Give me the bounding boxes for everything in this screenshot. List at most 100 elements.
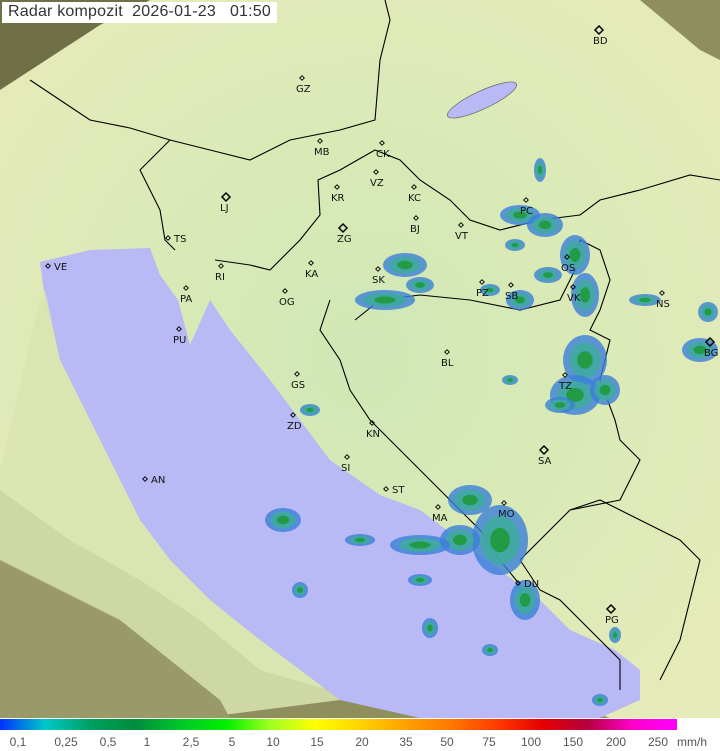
city-pz: PZ [476,279,489,299]
city-pc: PC [520,197,533,217]
city-marker-icon [593,24,605,36]
precipitation-echo [537,165,543,175]
legend-label: 0,5 [99,735,117,749]
city-og: OG [279,288,295,308]
city-label: NS [656,299,670,310]
city-marker-icon [369,420,375,426]
city-bl: BL [441,349,454,369]
city-marker-icon [379,140,385,146]
city-label: VZ [370,178,384,189]
city-label: RI [215,272,225,283]
legend-label: 75 [482,735,496,749]
city-marker-icon [458,222,464,228]
city-marker-icon [411,184,417,190]
city-label: GZ [296,84,311,95]
city-marker-icon [344,454,350,460]
city-st: ST [383,485,405,496]
precipitation-echo [297,587,303,593]
city-marker-icon [501,500,507,506]
precipitation-echo [554,402,566,408]
precipitation-echo [569,248,581,262]
legend-label: 20 [355,735,369,749]
precipitation-echo [599,384,611,396]
city-sk: SK [372,266,385,286]
city-label: MA [432,513,448,524]
precipitation-echo [490,527,510,553]
sea-adriatic [40,248,640,718]
precipitation-echo [397,260,413,270]
precipitation-echo [597,697,603,703]
title-date: 2026-01-23 [132,3,216,20]
precipitation-echo [453,534,467,546]
city-label: ST [392,485,405,496]
city-sb: SB [505,282,518,302]
precipitation-echo [415,282,425,288]
radar-echoes [265,158,718,706]
city-marker-icon [317,138,323,144]
city-label: VK [567,293,581,304]
precipitation-echo [354,537,366,543]
city-kn: KN [366,420,380,440]
city-label: MO [498,509,515,520]
city-marker-icon [220,191,232,203]
city-label: DU [524,579,539,590]
city-marker-icon [435,504,441,510]
city-an: AN [142,475,165,486]
precipitation-echo [543,272,553,278]
city-tz: TZ [558,372,572,392]
precipitation-echo [462,494,478,506]
city-bg: BG [704,336,718,359]
legend-label: 10 [266,735,280,749]
city-os: OS [561,254,575,274]
city-sa: SA [538,444,552,467]
apennines-out-of-range [0,560,230,718]
city-marker-icon [605,603,617,615]
city-marker-icon [294,371,300,377]
city-gz: GZ [296,75,311,95]
city-marker-icon [218,263,224,269]
city-marker-icon [176,326,182,332]
city-bd: BD [593,24,608,47]
city-label: GS [291,380,305,391]
city-vk: VK [567,284,581,304]
city-label: CK [376,149,390,160]
legend-label: 35 [399,735,413,749]
city-marker-icon [334,184,340,190]
city-label: TZ [558,381,572,392]
legend-label: 250 [647,735,669,749]
city-ns: NS [656,290,670,310]
precipitation-echo [415,577,425,583]
map-title: Radar kompozit 2026-01-23 01:50 [2,2,277,23]
precipitation-echo [507,378,513,382]
city-label: SK [372,275,385,286]
city-marker-icon [538,444,550,456]
city-label: KN [366,429,380,440]
city-label: LJ [220,203,229,214]
city-marker-icon [570,284,576,290]
city-marker-icon [383,486,389,492]
city-marker-icon [308,260,314,266]
legend-labels: 0,1 0,25 0,5 1 2,5 5 10 15 20 35 50 75 100 150 200 250 m… [0,733,720,751]
city-kc: KC [408,184,421,204]
legend-unit: mm/h [677,735,707,749]
precipitation-echo [577,351,593,369]
legend-label: 1 [143,735,151,749]
precipitation-echo [306,407,314,413]
city-marker-icon [299,75,305,81]
precipitation-echo [639,297,651,303]
city-pa: PA [180,285,192,305]
radar-map: BD GZ MB CK VZ KR KC LJ BJ VT ZG TS VE RI KA SK PC OS PZ SB… [0,0,720,718]
precipitation-echo [486,287,494,293]
legend-label: 200 [605,735,627,749]
city-label: BG [704,348,718,359]
city-label: OG [279,297,295,308]
city-markers: BD GZ MB CK VZ KR KC LJ BJ VT ZG TS VE RI KA SK PC OS PZ SB… [45,24,718,626]
city-marker-icon [704,336,716,348]
precipitation-echo [566,388,584,402]
city-label: BL [441,358,454,369]
city-label: SI [341,463,350,474]
city-marker-icon [562,372,568,378]
legend-color-scale [0,719,677,730]
legend-label: 0,25 [54,735,78,749]
